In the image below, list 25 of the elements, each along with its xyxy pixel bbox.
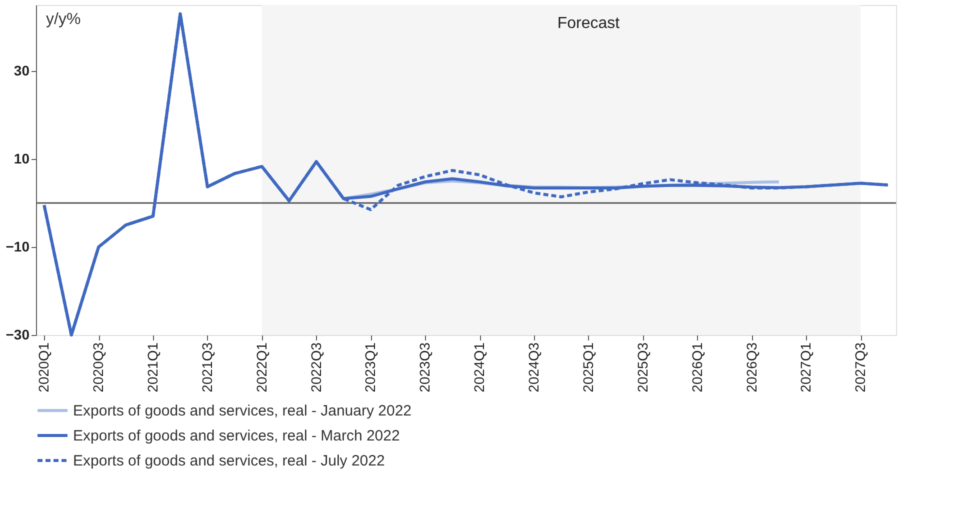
x-tick-label: 2022Q1: [253, 342, 270, 392]
y-tick-label: −10: [6, 238, 30, 254]
x-tick-label: 2024Q1: [471, 342, 488, 392]
x-tick-label: 2025Q3: [634, 342, 650, 392]
x-tick-label: 2024Q3: [526, 342, 542, 392]
y-axis-title: y/y%: [46, 11, 81, 28]
band-label: Forecast: [557, 15, 620, 32]
legend-label: Exports of goods and services, real - January 2022: [73, 402, 412, 420]
x-tick-label: 2021Q3: [198, 342, 215, 392]
y-tick-label: 30: [14, 62, 30, 78]
x-tick-label: 2023Q3: [416, 342, 433, 392]
y-tick-label: −30: [6, 326, 30, 342]
x-tick-label: 2021Q1: [144, 342, 161, 392]
x-tick-label: 2023Q1: [362, 342, 378, 392]
legend-label: Exports of goods and services, real - July 2022: [73, 452, 385, 470]
x-tick-label: 2026Q3: [743, 342, 760, 392]
x-tick-label: 2026Q1: [688, 342, 705, 392]
x-tick-label: 2020Q1: [36, 342, 52, 392]
x-tick-label: 2025Q1: [580, 342, 596, 392]
y-tick-label: 10: [14, 150, 30, 166]
legend-label: Exports of goods and services, real - March 2022: [73, 428, 400, 444]
x-tick-label: 2022Q3: [308, 342, 324, 392]
x-tick-label: 2020Q3: [90, 342, 106, 392]
x-tick-label: 2027Q3: [852, 342, 868, 392]
x-tick-label: 2027Q1: [798, 342, 814, 392]
